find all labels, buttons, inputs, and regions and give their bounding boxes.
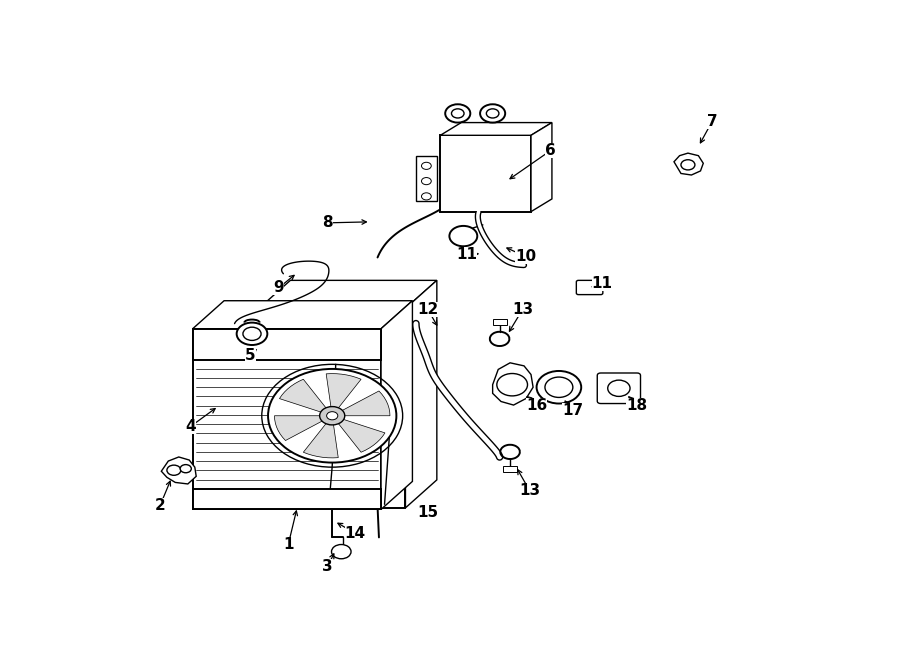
Circle shape [331, 545, 351, 559]
Text: 15: 15 [418, 506, 438, 520]
Text: 13: 13 [512, 302, 533, 317]
Circle shape [446, 104, 471, 122]
Text: 10: 10 [515, 249, 536, 264]
FancyBboxPatch shape [576, 280, 603, 295]
Polygon shape [338, 419, 385, 452]
Text: 13: 13 [519, 483, 540, 498]
Bar [440, 136, 531, 212]
Bar [416, 156, 436, 202]
Polygon shape [674, 153, 703, 175]
Circle shape [608, 380, 630, 397]
Text: 1: 1 [283, 537, 293, 552]
Text: 3: 3 [322, 559, 333, 574]
Polygon shape [303, 422, 338, 458]
Text: 18: 18 [626, 397, 648, 412]
Text: 4: 4 [185, 419, 196, 434]
Text: 14: 14 [345, 525, 365, 541]
Polygon shape [161, 457, 196, 484]
Circle shape [166, 465, 181, 475]
Text: 12: 12 [417, 302, 438, 317]
Text: 11: 11 [456, 247, 477, 262]
Circle shape [480, 104, 505, 122]
Bar [259, 308, 406, 508]
Polygon shape [326, 373, 361, 409]
Polygon shape [259, 280, 436, 308]
Circle shape [327, 412, 338, 420]
Text: 7: 7 [707, 114, 717, 128]
Bar [193, 329, 381, 510]
Circle shape [486, 109, 499, 118]
Circle shape [497, 373, 527, 396]
Bar [503, 466, 517, 472]
Polygon shape [492, 363, 533, 405]
Circle shape [243, 327, 261, 340]
Circle shape [320, 407, 345, 425]
Polygon shape [274, 416, 324, 440]
Circle shape [421, 178, 431, 184]
Circle shape [237, 323, 267, 345]
Polygon shape [405, 280, 436, 508]
Circle shape [180, 465, 192, 473]
Circle shape [421, 163, 431, 169]
Bar [193, 329, 381, 360]
Bar [492, 319, 507, 325]
Text: 5: 5 [246, 348, 256, 363]
Text: 9: 9 [274, 280, 284, 295]
Text: 2: 2 [155, 498, 166, 514]
Circle shape [421, 193, 431, 200]
Circle shape [545, 377, 573, 397]
Bar [193, 489, 381, 510]
Text: 11: 11 [591, 276, 613, 292]
Circle shape [452, 109, 464, 118]
Text: 17: 17 [562, 403, 583, 418]
Polygon shape [381, 301, 412, 510]
Circle shape [268, 369, 396, 463]
Polygon shape [341, 391, 390, 416]
Polygon shape [440, 122, 552, 136]
Polygon shape [280, 379, 327, 412]
Polygon shape [193, 301, 412, 329]
Polygon shape [531, 122, 552, 212]
Text: 8: 8 [322, 215, 333, 230]
Text: 6: 6 [545, 143, 556, 158]
Text: 16: 16 [526, 397, 547, 412]
Circle shape [536, 371, 581, 403]
FancyBboxPatch shape [598, 373, 641, 403]
Circle shape [681, 160, 695, 170]
